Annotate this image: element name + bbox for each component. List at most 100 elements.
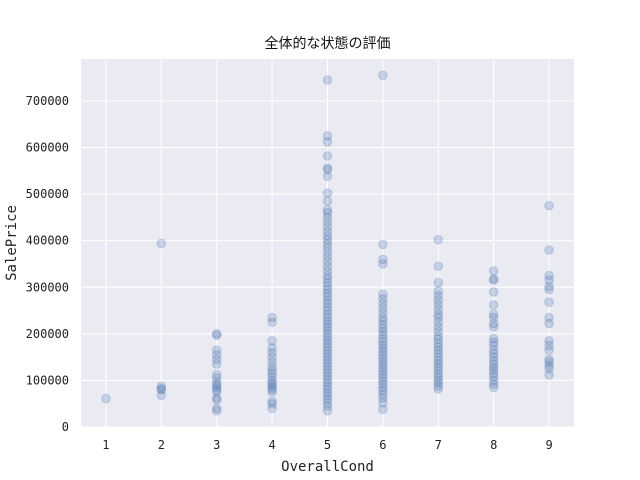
data-point xyxy=(211,373,222,383)
data-point xyxy=(433,384,444,394)
data-point xyxy=(433,317,444,327)
data-point xyxy=(488,309,499,320)
data-point xyxy=(267,317,277,327)
x-tick-label: 6 xyxy=(379,438,386,452)
data-point xyxy=(433,368,444,379)
data-point xyxy=(322,302,333,313)
data-point xyxy=(322,207,333,218)
data-point xyxy=(211,354,222,365)
x-tick-labels: 1 2 3 4 5 6 7 8 9 xyxy=(102,438,552,452)
data-point xyxy=(433,377,444,388)
data-point xyxy=(378,298,388,309)
data-point xyxy=(433,348,444,359)
data-point xyxy=(322,75,333,85)
y-tick-label: 200000 xyxy=(26,327,69,341)
chart-title: 全体的な状態の評価 xyxy=(265,35,391,52)
data-point xyxy=(433,312,444,323)
data-point xyxy=(267,371,277,382)
data-point xyxy=(322,295,333,306)
data-point xyxy=(322,322,333,333)
data-point xyxy=(488,348,499,359)
data-point xyxy=(267,365,277,375)
data-point xyxy=(378,353,388,363)
data-point xyxy=(322,397,333,408)
data-point xyxy=(433,358,444,369)
data-point xyxy=(488,356,499,366)
data-point xyxy=(378,385,388,396)
data-point xyxy=(433,326,444,337)
data-point xyxy=(322,351,333,362)
data-point xyxy=(322,325,333,336)
data-point xyxy=(211,380,222,390)
x-tick-label: 4 xyxy=(268,438,275,452)
data-point xyxy=(433,362,444,372)
data-point xyxy=(378,340,388,350)
data-point xyxy=(322,163,333,173)
data-point xyxy=(322,387,333,398)
data-point xyxy=(433,345,444,355)
x-tick-label: 1 xyxy=(102,438,109,452)
data-point xyxy=(488,333,499,344)
data-point xyxy=(488,382,499,393)
data-point xyxy=(322,371,333,382)
data-point xyxy=(322,394,333,404)
data-point xyxy=(211,370,222,380)
data-point xyxy=(211,382,222,393)
data-point xyxy=(378,369,388,380)
data-point xyxy=(267,336,277,346)
data-point xyxy=(488,340,499,351)
y-tick-label: 300000 xyxy=(26,280,69,294)
y-tick-label: 700000 xyxy=(26,94,69,108)
data-point xyxy=(267,398,277,409)
data-point xyxy=(156,390,167,401)
data-point xyxy=(488,318,499,329)
data-point xyxy=(322,338,333,349)
data-point xyxy=(211,403,222,414)
x-tick-label: 3 xyxy=(213,438,220,452)
y-tick-label: 400000 xyxy=(26,234,69,248)
data-point xyxy=(267,368,277,379)
data-point xyxy=(378,397,388,408)
data-point xyxy=(322,188,333,198)
data-point xyxy=(156,384,167,394)
data-point xyxy=(267,396,277,407)
data-point xyxy=(322,332,333,342)
data-point xyxy=(378,404,388,415)
data-point xyxy=(378,289,388,300)
data-point xyxy=(488,352,499,362)
data-point xyxy=(544,297,554,307)
data-point xyxy=(378,336,388,347)
data-point xyxy=(267,361,277,372)
data-point xyxy=(544,318,554,329)
data-point xyxy=(156,384,167,395)
data-point xyxy=(378,379,388,389)
data-point xyxy=(378,308,388,318)
data-point xyxy=(322,266,333,276)
data-point xyxy=(544,340,554,351)
data-point xyxy=(433,234,444,245)
data-point xyxy=(378,349,388,360)
data-point xyxy=(322,358,333,368)
y-tick-label: 0 xyxy=(62,420,69,434)
data-point xyxy=(322,390,333,401)
data-point xyxy=(544,336,554,346)
data-point xyxy=(267,352,277,362)
data-point xyxy=(378,303,388,314)
data-point xyxy=(322,381,333,391)
data-point xyxy=(433,375,444,385)
data-point xyxy=(267,343,277,353)
data-point xyxy=(322,151,333,161)
data-point xyxy=(322,234,333,245)
x-tick-label: 2 xyxy=(158,438,165,452)
data-point xyxy=(378,326,388,337)
data-point xyxy=(544,356,554,367)
data-point xyxy=(488,368,499,379)
data-points xyxy=(101,70,554,416)
data-point xyxy=(433,322,444,332)
data-point xyxy=(322,238,333,249)
data-point xyxy=(156,238,167,249)
data-point xyxy=(211,387,222,397)
data-point xyxy=(433,338,444,348)
data-point xyxy=(544,363,554,374)
data-point xyxy=(322,270,333,281)
